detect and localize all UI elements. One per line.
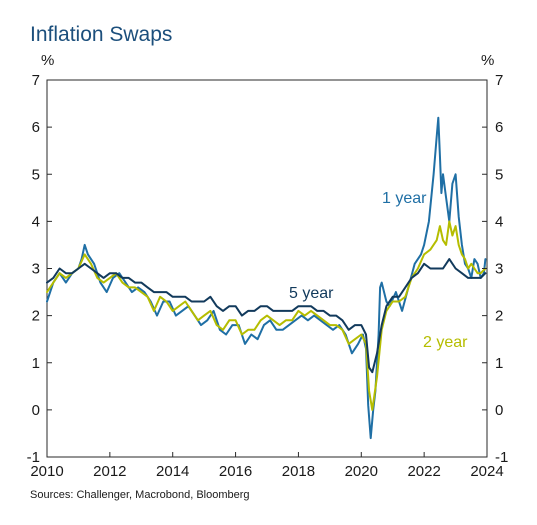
x-tick-label: 2024 <box>470 463 503 480</box>
y-unit-right: % <box>481 52 494 69</box>
series-label-1-year: 1 year <box>382 190 427 207</box>
y-tick-label-right: 6 <box>495 119 503 136</box>
y-tick-label-right: 5 <box>495 166 503 183</box>
y-tick-label-right: 0 <box>495 402 503 419</box>
y-tick-label-right: 3 <box>495 261 503 278</box>
x-tick-label: 2018 <box>282 463 315 480</box>
y-tick-label-right: 4 <box>495 213 503 230</box>
y-tick-label-right: -1 <box>495 449 508 466</box>
y-tick-label-left: 5 <box>32 166 40 183</box>
series-label-2-year: 2 year <box>423 334 468 351</box>
y-tick-label-left: 3 <box>32 261 40 278</box>
y-tick-label-left: -1 <box>27 449 40 466</box>
source-note: Sources: Challenger, Macrobond, Bloomber… <box>30 489 250 501</box>
x-tick-label: 2020 <box>345 463 378 480</box>
y-tick-label-left: 0 <box>32 402 40 419</box>
series-layer <box>46 116 487 440</box>
y-tick-label-left: 1 <box>32 355 40 372</box>
y-tick-label-left: 4 <box>32 213 40 230</box>
x-tick-label: 2016 <box>219 463 252 480</box>
x-tick-label: 2014 <box>156 463 189 480</box>
y-tick-label-right: 2 <box>495 308 503 325</box>
tick-layer: -1 -1 0 0 1 1 2 2 3 3 4 4 5 5 6 6 7 7 2010 2012 2014 2016 2018… <box>27 72 509 480</box>
chart-title: Inflation Swaps <box>30 23 172 46</box>
x-tick-label: 2010 <box>30 463 63 480</box>
y-tick-label-right: 1 <box>495 355 503 372</box>
y-tick-label-left: 7 <box>32 72 40 89</box>
series-line-one-year <box>46 116 487 440</box>
y-tick-label-left: 6 <box>32 119 40 136</box>
y-tick-label-left: 2 <box>32 308 40 325</box>
series-line-five-year <box>46 258 487 374</box>
series-label-5-year: 5 year <box>289 285 334 302</box>
x-tick-label: 2022 <box>407 463 440 480</box>
series-line-two-year <box>46 220 487 411</box>
x-tick-label: 2012 <box>93 463 126 480</box>
y-unit-left: % <box>41 52 54 69</box>
y-tick-label-right: 7 <box>495 72 503 89</box>
